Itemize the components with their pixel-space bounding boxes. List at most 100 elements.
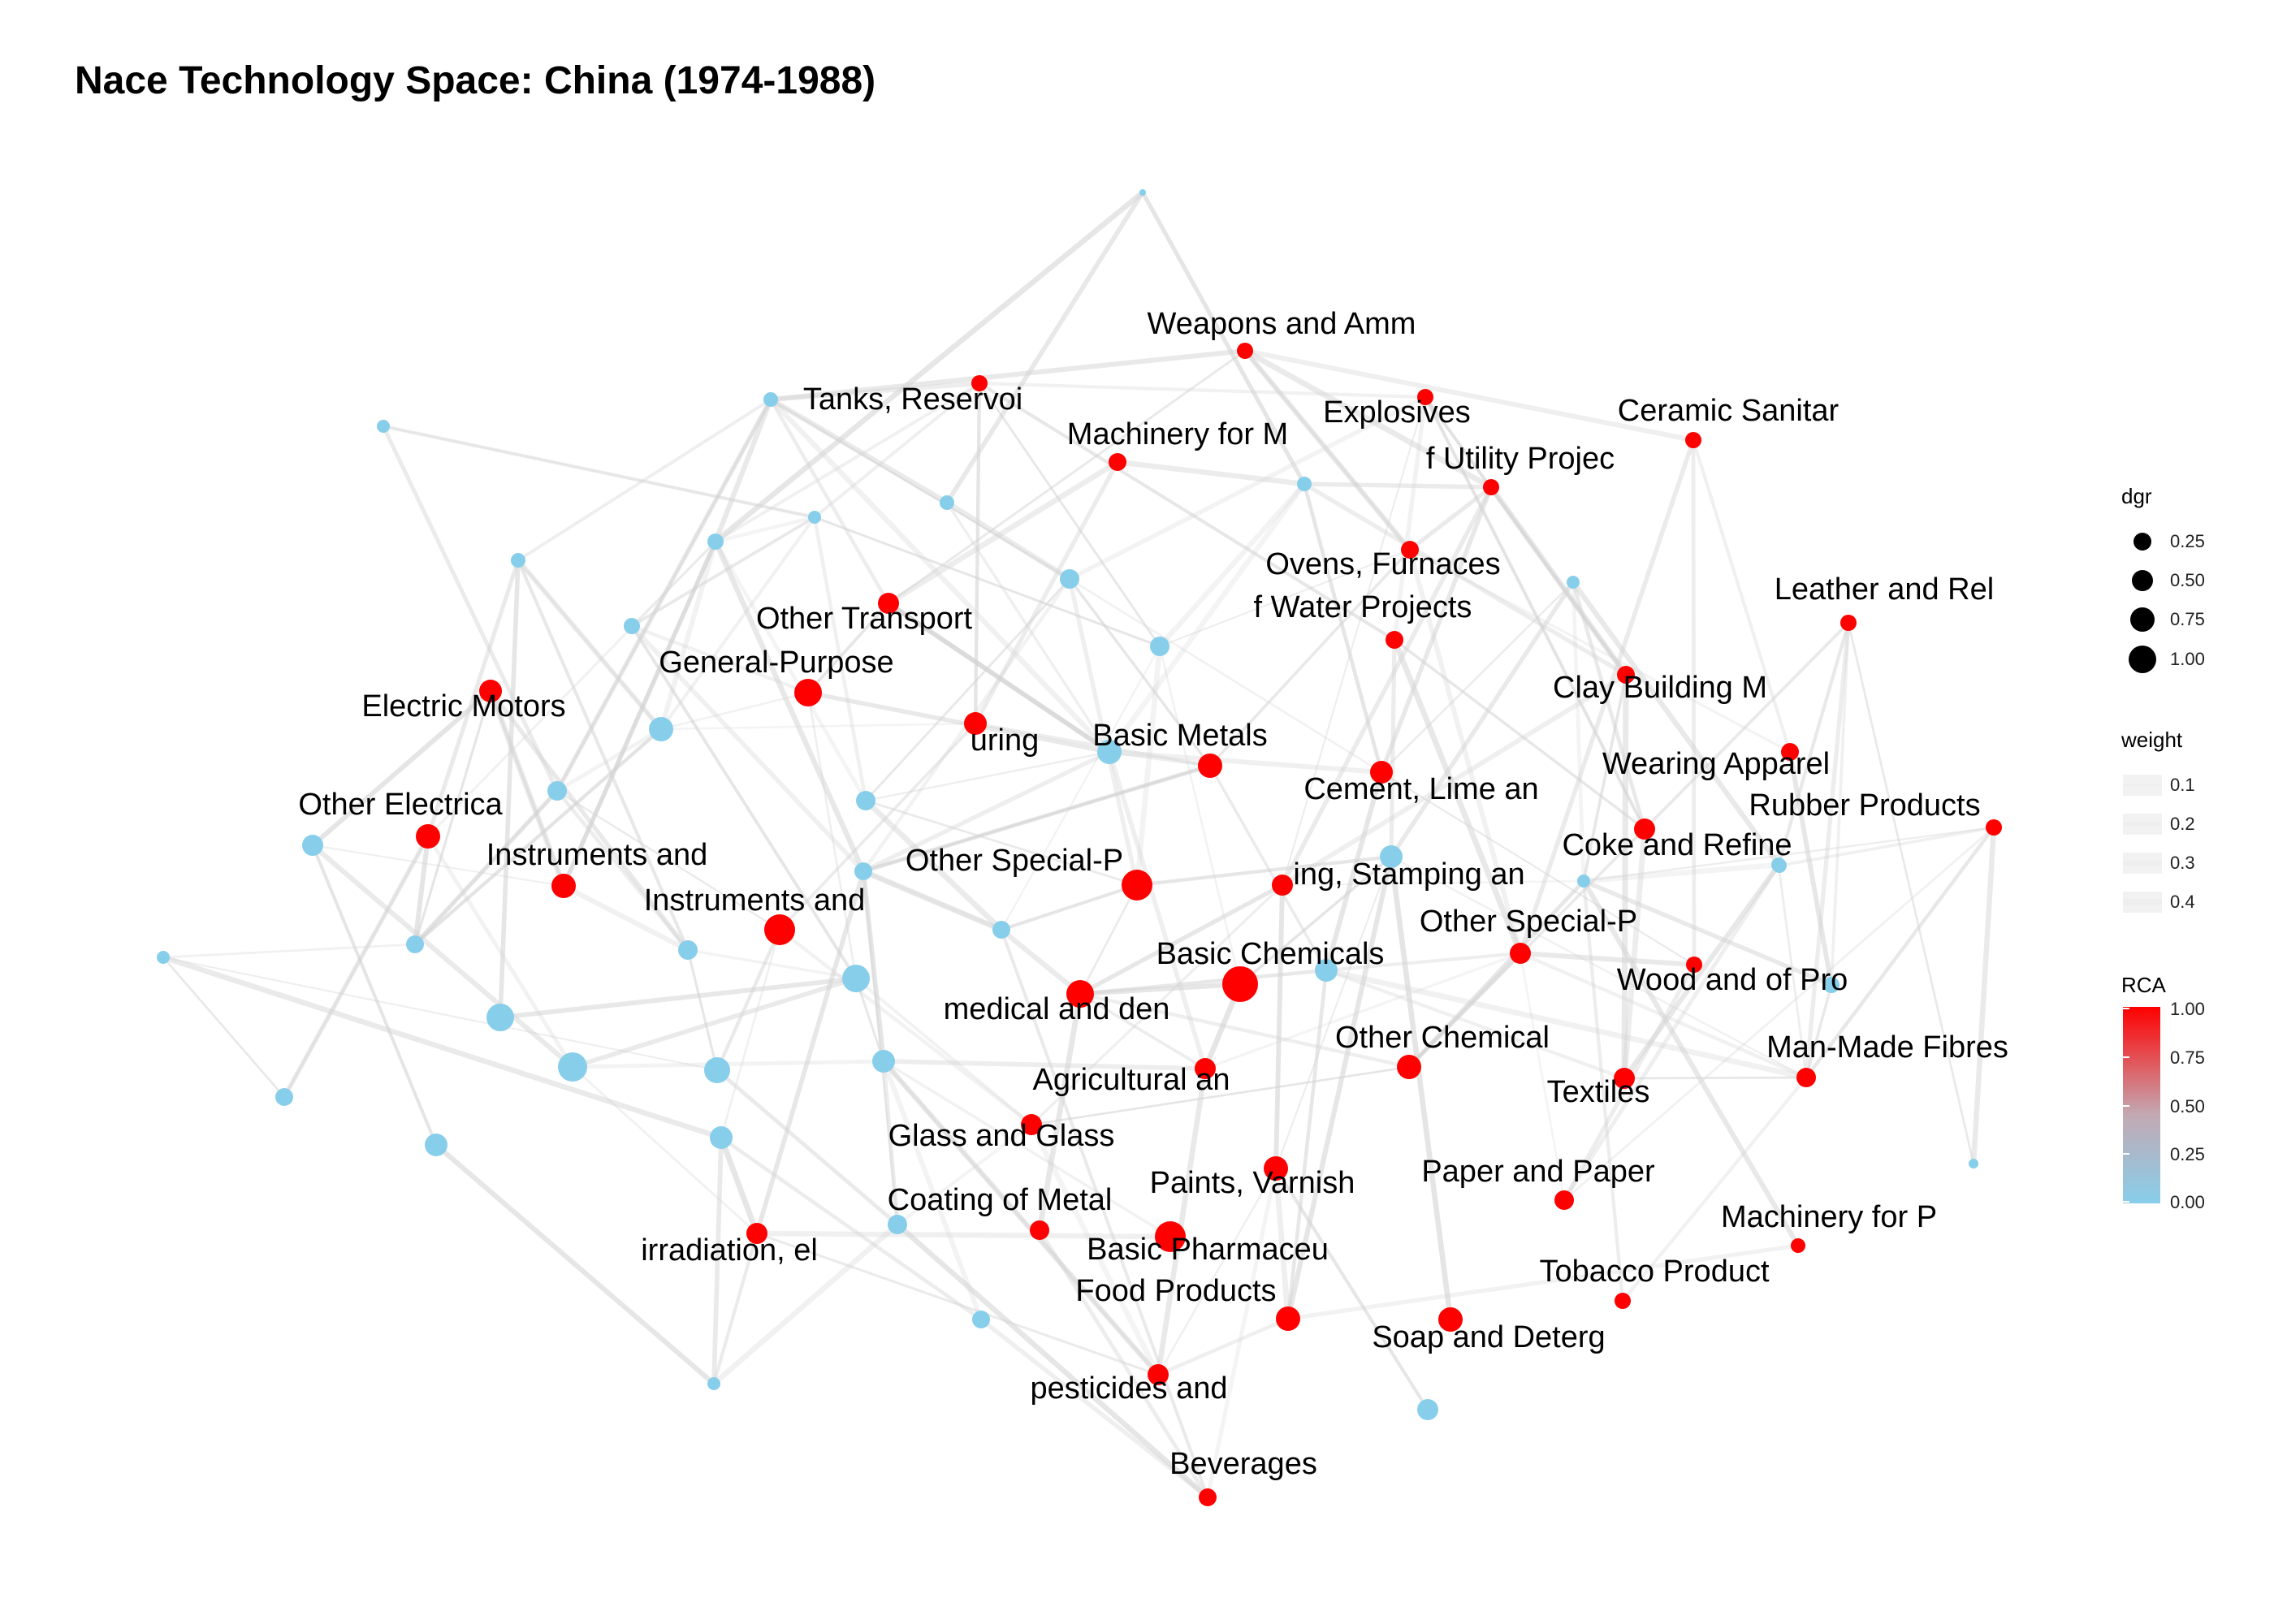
graph-edge xyxy=(1692,439,1792,753)
graph-edge xyxy=(556,789,780,931)
legend-color-label: 1.00 xyxy=(2170,999,2205,1019)
node-label: Textiles xyxy=(1547,1075,1650,1109)
graph-edge xyxy=(812,516,868,801)
graph-edge xyxy=(711,1137,724,1384)
graph-edge xyxy=(1776,622,1851,866)
graph-edge xyxy=(1286,970,1329,1320)
graph-node-low-rca xyxy=(707,1377,720,1390)
graph-edge xyxy=(1157,1316,1289,1377)
graph-edge xyxy=(498,559,521,1018)
graph-node-low-rca xyxy=(1315,959,1338,982)
graph-node-high-rca xyxy=(1148,1364,1169,1385)
graph-edge xyxy=(1001,883,1138,931)
graph-edge xyxy=(1622,863,1781,1080)
graph-edge xyxy=(865,750,1110,802)
graph-node-low-rca xyxy=(624,618,640,634)
graph-edge xyxy=(572,1065,758,1235)
graph-edge xyxy=(1281,672,1628,888)
graph-edge xyxy=(426,835,575,1069)
legend-color-title: RCA xyxy=(2121,973,2167,997)
graph-node-low-rca xyxy=(1060,569,1079,589)
graph-edge xyxy=(999,927,1083,996)
graph-edge xyxy=(1109,750,1211,767)
graph-edge xyxy=(631,541,716,627)
legend-size-swatch xyxy=(2133,533,2151,551)
graph-node-low-rca xyxy=(1297,477,1312,491)
graph-node-low-rca xyxy=(302,835,323,856)
graph-edge xyxy=(162,957,285,1098)
graph-edge xyxy=(1159,549,1411,647)
graph-edge xyxy=(770,398,1070,581)
graph-edge xyxy=(1777,864,1808,1078)
graph-edge xyxy=(1621,1076,1808,1302)
graph-edge xyxy=(499,976,857,1020)
graph-edge xyxy=(555,789,690,952)
graph-edge xyxy=(1273,884,1285,1169)
graph-node-high-rca xyxy=(1685,432,1701,448)
graph-edge xyxy=(713,540,866,873)
graph-node-low-rca xyxy=(275,1088,293,1106)
graph-edge xyxy=(711,1222,900,1386)
legend-color-label: 0.50 xyxy=(2170,1096,2205,1116)
graph-edge xyxy=(1583,862,1779,884)
graph-edge xyxy=(310,689,493,848)
graph-edge xyxy=(312,844,564,887)
graph-edge xyxy=(686,949,719,1071)
graph-node-low-rca xyxy=(678,940,698,960)
graph-edge xyxy=(517,398,772,562)
node-label: Paints, Varnish xyxy=(1150,1166,1355,1200)
graph-edge xyxy=(895,1222,1210,1500)
graph-edge xyxy=(413,789,559,946)
legend-color: RCA 1.00 0.75 0.50 0.25 0.00 xyxy=(2121,973,2205,1212)
graph-node-low-rca xyxy=(842,965,870,992)
node-label: Beverages xyxy=(1169,1447,1317,1481)
graph-edge xyxy=(756,1232,1159,1376)
graph-node-high-rca xyxy=(1272,875,1293,896)
graph-node-high-rca xyxy=(1237,343,1253,359)
graph-edge xyxy=(1408,485,1493,552)
graph-node-low-rca xyxy=(1417,1399,1438,1420)
graph-edge xyxy=(1643,621,1850,831)
graph-node-high-rca xyxy=(1417,389,1433,405)
legend-size-label: 0.75 xyxy=(2170,609,2205,629)
graph-edge xyxy=(770,348,1246,403)
node-label: Rubber Products xyxy=(1749,788,1980,823)
graph-edge xyxy=(888,349,1246,605)
graph-node-high-rca xyxy=(1840,615,1857,631)
graph-edge xyxy=(383,424,815,520)
graph-node-low-rca xyxy=(854,862,872,880)
graph-edge xyxy=(1208,765,1328,971)
graph-node-high-rca xyxy=(764,914,795,945)
graph-edge xyxy=(854,977,1033,1126)
graph-node-high-rca xyxy=(1397,1055,1421,1079)
graph-edge xyxy=(1581,879,1801,1247)
graph-node-high-rca xyxy=(794,679,822,706)
graph-edge xyxy=(1030,883,1284,1126)
graph-edge xyxy=(1303,482,1492,490)
graph-edge xyxy=(887,460,1119,606)
graph-node-low-rca xyxy=(888,1215,907,1234)
graph-edge xyxy=(1407,549,1523,954)
graph-node-low-rca xyxy=(649,717,673,741)
chart-title: Nace Technology Space: China (1974-1988) xyxy=(75,59,876,102)
graph-edge xyxy=(1804,622,1851,1078)
node-label: Basic Metals xyxy=(1092,719,1267,753)
graph-edge xyxy=(631,516,815,628)
graph-edge xyxy=(1779,826,1995,867)
graph-edge xyxy=(1409,548,1791,754)
graph-edge xyxy=(630,624,858,980)
graph-edge xyxy=(778,722,977,931)
node-label: irradiation, el xyxy=(641,1233,818,1268)
graph-edge xyxy=(896,1123,1033,1226)
node-label: Basic Chemicals xyxy=(1156,937,1385,971)
graph-edge xyxy=(311,689,492,848)
graph-edge xyxy=(1381,771,1695,965)
node-label: Man-Made Fibres xyxy=(1766,1030,2008,1065)
legend-color-label: 0.00 xyxy=(2170,1192,2205,1212)
graph-edge xyxy=(881,1060,984,1321)
graph-edge xyxy=(1282,879,1584,887)
node-label: Instruments and xyxy=(644,883,865,918)
graph-node-low-rca xyxy=(1567,576,1580,589)
legend-size-swatch xyxy=(2130,607,2155,632)
graph-edge xyxy=(883,1059,1206,1071)
